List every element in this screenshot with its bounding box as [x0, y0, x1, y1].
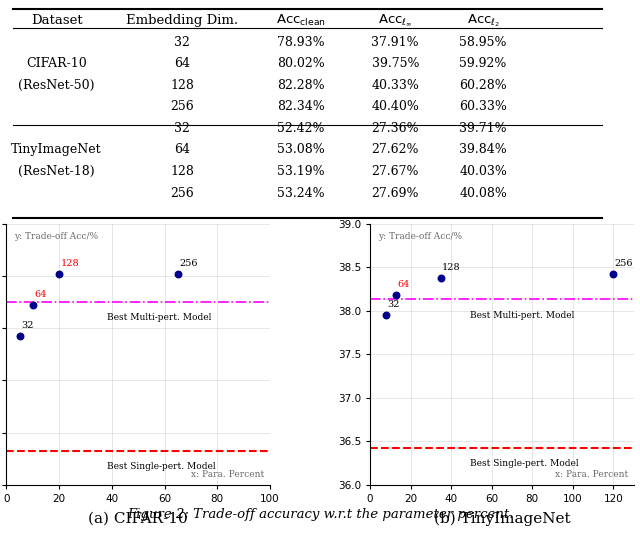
Text: 82.34%: 82.34% [277, 100, 325, 113]
Text: 78.93%: 78.93% [277, 35, 325, 49]
Text: (ResNet-18): (ResNet-18) [19, 165, 95, 178]
Text: 256: 256 [170, 187, 194, 199]
Text: 59.92%: 59.92% [460, 57, 507, 70]
Text: 32: 32 [21, 321, 33, 330]
Text: 256: 256 [179, 259, 198, 268]
Text: 128: 128 [60, 259, 79, 268]
Point [436, 273, 446, 282]
Text: 53.19%: 53.19% [277, 165, 325, 178]
Text: 64: 64 [397, 280, 410, 289]
Text: 128: 128 [170, 79, 194, 92]
X-axis label: (a) CIFAR-10: (a) CIFAR-10 [88, 512, 188, 526]
Text: y: Trade-off Acc/%: y: Trade-off Acc/% [14, 232, 99, 241]
Point [173, 270, 183, 278]
Text: Best Single-pert. Model: Best Single-pert. Model [470, 459, 579, 468]
Text: 39.75%: 39.75% [371, 57, 419, 70]
Text: Best Multi-pert. Model: Best Multi-pert. Model [470, 311, 575, 319]
Text: 256: 256 [170, 100, 194, 113]
Text: 27.69%: 27.69% [371, 187, 419, 199]
Text: x: Para. Percent: x: Para. Percent [191, 471, 265, 480]
Text: 32: 32 [387, 300, 400, 309]
Text: 60.28%: 60.28% [459, 79, 507, 92]
Point [381, 311, 392, 319]
Text: Best Single-pert. Model: Best Single-pert. Model [106, 462, 215, 471]
Text: 53.08%: 53.08% [277, 144, 325, 157]
Text: Dataset: Dataset [31, 14, 83, 27]
Text: 39.84%: 39.84% [459, 144, 507, 157]
Text: 80.02%: 80.02% [277, 57, 325, 70]
Text: 37.91%: 37.91% [371, 35, 419, 49]
Text: 40.40%: 40.40% [371, 100, 419, 113]
Text: 52.42%: 52.42% [277, 122, 325, 135]
Point [54, 270, 64, 278]
X-axis label: (b) TinyImageNet: (b) TinyImageNet [433, 512, 570, 526]
Text: x: Para. Percent: x: Para. Percent [555, 471, 628, 480]
Text: 53.24%: 53.24% [277, 187, 325, 199]
Text: 128: 128 [442, 263, 461, 272]
Text: Embedding Dim.: Embedding Dim. [126, 14, 238, 27]
Text: 32: 32 [174, 35, 190, 49]
Text: y: Trade-off Acc/%: y: Trade-off Acc/% [378, 232, 462, 241]
Text: 64: 64 [174, 144, 190, 157]
Text: TinyImageNet: TinyImageNet [12, 144, 102, 157]
Point [15, 332, 25, 340]
Point [391, 291, 401, 299]
Text: $\mathrm{Acc}_{\ell_\infty}$: $\mathrm{Acc}_{\ell_\infty}$ [378, 12, 412, 28]
Text: (ResNet-50): (ResNet-50) [19, 79, 95, 92]
Text: 64: 64 [34, 290, 47, 299]
Point [608, 270, 618, 279]
Text: CIFAR-10: CIFAR-10 [26, 57, 87, 70]
Text: 40.03%: 40.03% [459, 165, 507, 178]
Text: Figure 2: Trade-off accuracy w.r.t the parameter percent.: Figure 2: Trade-off accuracy w.r.t the p… [127, 508, 513, 521]
Text: 32: 32 [174, 122, 190, 135]
Text: 27.67%: 27.67% [371, 165, 419, 178]
Text: 40.33%: 40.33% [371, 79, 419, 92]
Text: $\mathrm{Acc}_{\mathrm{clean}}$: $\mathrm{Acc}_{\mathrm{clean}}$ [276, 13, 326, 28]
Text: 256: 256 [614, 259, 633, 269]
Text: 128: 128 [170, 165, 194, 178]
Text: 82.28%: 82.28% [277, 79, 325, 92]
Text: 27.62%: 27.62% [371, 144, 419, 157]
Text: 60.33%: 60.33% [459, 100, 507, 113]
Text: 27.36%: 27.36% [371, 122, 419, 135]
Text: 64: 64 [174, 57, 190, 70]
Text: 58.95%: 58.95% [460, 35, 507, 49]
Point [28, 300, 38, 309]
Text: Best Multi-pert. Model: Best Multi-pert. Model [106, 313, 211, 322]
Text: 39.71%: 39.71% [460, 122, 507, 135]
Text: $\mathrm{Acc}_{\ell_2}$: $\mathrm{Acc}_{\ell_2}$ [467, 12, 500, 29]
Text: 40.08%: 40.08% [459, 187, 507, 199]
